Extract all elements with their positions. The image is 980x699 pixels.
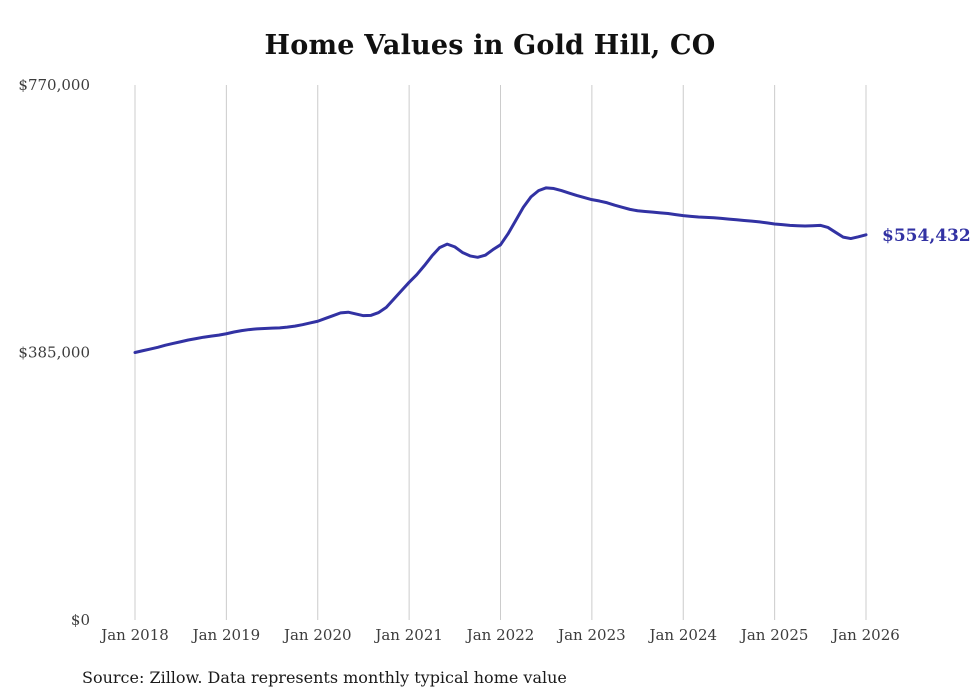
y-tick-label: $0 — [71, 611, 90, 629]
x-tick-label: Jan 2020 — [282, 626, 352, 644]
x-tick-label: Jan 2024 — [647, 626, 717, 644]
x-tick-label: Jan 2023 — [556, 626, 626, 644]
line-chart-canvas: Jan 2018 Jan 2019 Jan 2020 Jan 2021 Jan 2022… — [18, 76, 971, 644]
source-note: Source: Zillow. Data represents monthly … — [82, 668, 567, 687]
x-tick-label: Jan 2019 — [191, 626, 261, 644]
x-tick-label: Jan 2025 — [739, 626, 809, 644]
home-value-line — [133, 186, 868, 354]
x-tick-label: Jan 2026 — [830, 626, 900, 644]
x-tick-label: Jan 2021 — [373, 626, 443, 644]
latest-value-label: $554,432 — [882, 226, 971, 246]
x-tick-label: Jan 2022 — [465, 626, 535, 644]
x-tick-label: Jan 2018 — [99, 626, 169, 644]
chart-title: Home Values in Gold Hill, CO — [264, 30, 716, 61]
y-tick-label: $385,000 — [18, 344, 90, 362]
y-tick-label: $770,000 — [18, 76, 90, 94]
